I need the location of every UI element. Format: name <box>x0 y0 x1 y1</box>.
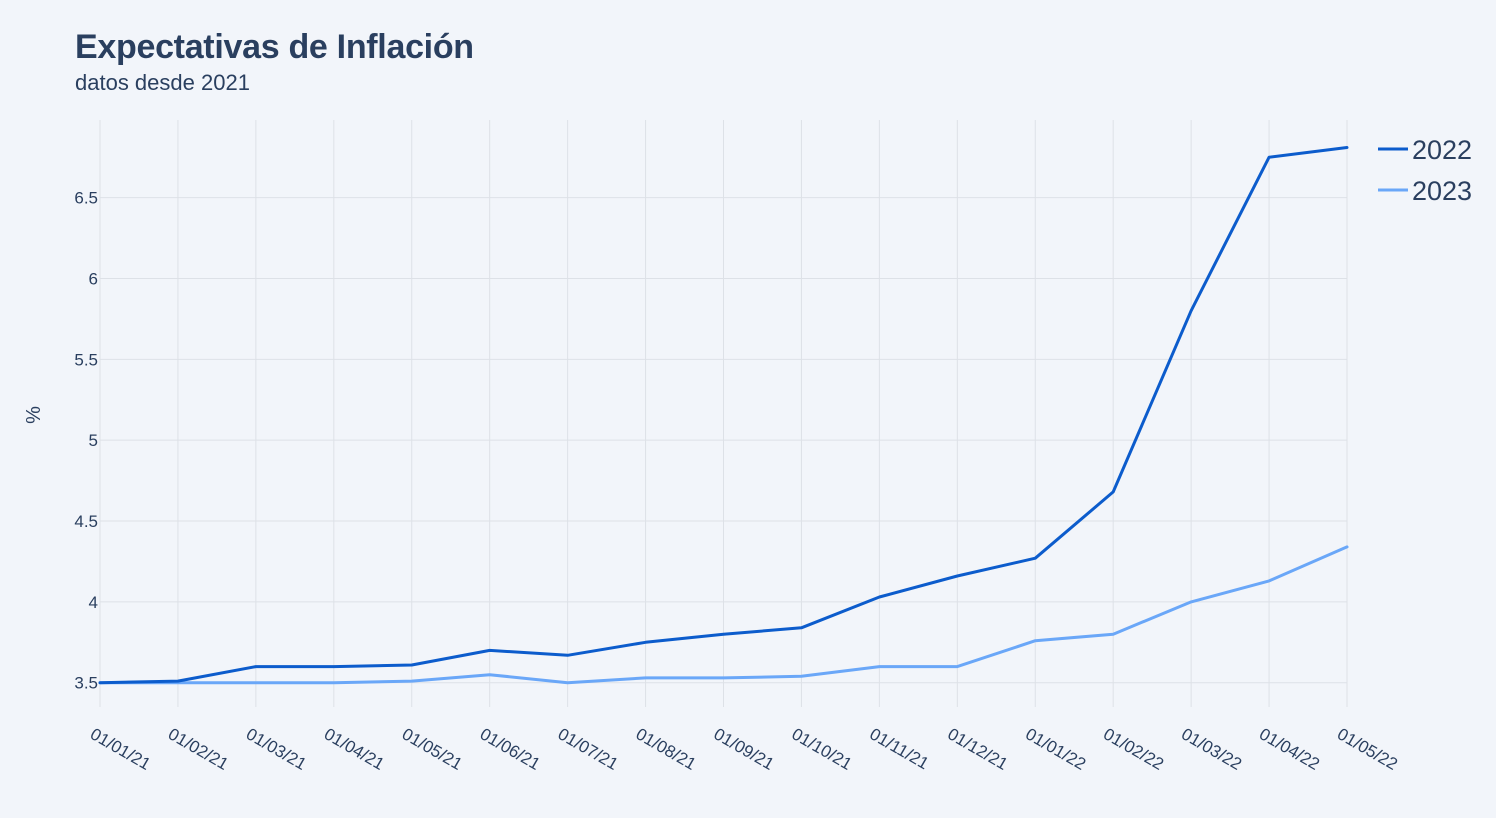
x-tick-label: 01/11/21 <box>866 724 932 773</box>
y-tick-label: 3.5 <box>74 674 98 693</box>
legend-label[interactable]: 2023 <box>1412 176 1472 206</box>
x-tick-labels: 01/01/21 01/02/21 01/03/21 01/04/21 01/05/21… <box>87 724 1401 774</box>
grid-layer <box>99 120 1348 707</box>
x-tick-label: 01/04/21 <box>321 724 388 774</box>
x-tick-label: 01/05/21 <box>399 724 466 774</box>
legend[interactable]: 2022 2023 <box>1378 135 1472 206</box>
y-tick-label: 6.5 <box>74 189 98 208</box>
chart-subtitle: datos desde 2021 <box>75 70 250 95</box>
x-tick-label: 01/10/21 <box>788 724 855 774</box>
x-tick-label: 01/02/22 <box>1100 724 1167 774</box>
x-tick-label: 01/09/21 <box>711 724 778 774</box>
x-tick-label: 01/02/21 <box>165 724 232 774</box>
x-tick-label: 01/03/21 <box>243 724 310 774</box>
y-tick-label: 5 <box>89 431 98 450</box>
y-tick-label: 4 <box>89 593 98 612</box>
y-tick-label: 6 <box>89 269 98 288</box>
x-tick-label: 01/01/21 <box>87 724 154 774</box>
y-tick-label: 5.5 <box>74 350 98 369</box>
y-axis-title: % <box>23 406 45 424</box>
chart-title: Expectativas de Inflación <box>75 28 474 66</box>
x-tick-label: 01/08/21 <box>633 724 700 774</box>
series-line-2022[interactable] <box>98 146 1349 685</box>
x-tick-label: 01/07/21 <box>555 724 622 774</box>
x-tick-label: 01/06/21 <box>477 724 544 774</box>
x-tick-label: 01/04/22 <box>1256 724 1323 774</box>
y-tick-labels: 3.5 4 4.5 5 5.5 6 6.5 <box>74 189 98 693</box>
x-tick-label: 01/03/22 <box>1178 724 1245 774</box>
series-layer <box>98 146 1349 685</box>
y-tick-label: 4.5 <box>74 512 98 531</box>
x-tick-label: 01/05/22 <box>1334 724 1401 774</box>
x-tick-label: 01/12/21 <box>944 724 1011 774</box>
legend-label[interactable]: 2022 <box>1412 135 1472 165</box>
series-line-2023[interactable] <box>98 545 1349 685</box>
x-tick-label: 01/01/22 <box>1022 724 1089 774</box>
